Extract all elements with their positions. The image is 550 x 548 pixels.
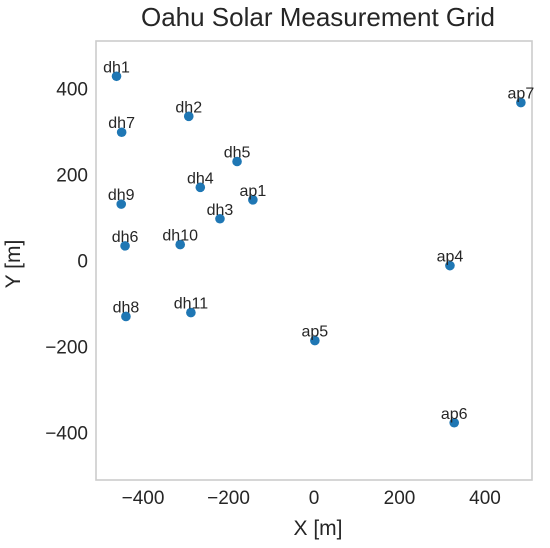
- data-point-dh10: [175, 239, 186, 250]
- point-label-dh7: dh7: [108, 115, 135, 132]
- data-point-dh7: [116, 127, 127, 138]
- data-point-dh9: [116, 199, 127, 209]
- point-label-dh5: dh5: [224, 145, 251, 162]
- point-label-ap1: ap1: [240, 183, 267, 200]
- data-point-ap4: [445, 260, 455, 271]
- x-tick-label: 400: [469, 488, 501, 509]
- y-tick-labels: −400 −200 0 200 400: [45, 79, 88, 444]
- data-point-ap1: [248, 195, 258, 205]
- data-point-ap5: [310, 335, 320, 346]
- data-point-dh3: [215, 213, 225, 224]
- point-label-dh8: dh8: [113, 299, 140, 316]
- y-axis-label: Y [m]: [2, 240, 25, 289]
- data-point-dh2: [183, 111, 194, 122]
- x-tick-label: −400: [122, 488, 165, 509]
- y-tick-label: 200: [56, 165, 88, 186]
- plot-frame: [95, 40, 533, 481]
- data-point-ap7: [516, 97, 526, 108]
- x-tick-label: 200: [384, 488, 416, 509]
- point-labels-layer: dh1 dh2 dh7 dh5 dh4 ap1 dh9 dh3 dh10 dh6 ap4 ap7 dh8…: [103, 59, 534, 422]
- point-label-dh4: dh4: [187, 170, 214, 187]
- point-label-ap4: ap4: [437, 249, 464, 266]
- y-tick-label: 400: [56, 79, 88, 100]
- data-point-dh5: [232, 156, 242, 167]
- data-point-dh6: [120, 241, 130, 251]
- data-point-dh8: [121, 311, 131, 322]
- point-label-dh3: dh3: [207, 202, 234, 219]
- data-point-dh4: [195, 182, 206, 193]
- point-label-dh11: dh11: [174, 296, 209, 313]
- point-label-ap6: ap6: [441, 406, 468, 423]
- point-label-ap5: ap5: [302, 324, 329, 341]
- y-tick-label: 0: [77, 252, 88, 273]
- x-tick-label: −200: [207, 488, 250, 509]
- point-label-ap7: ap7: [508, 86, 535, 103]
- x-tick-label: 0: [309, 488, 320, 509]
- point-label-dh6: dh6: [112, 229, 139, 246]
- data-point-dh1: [111, 71, 122, 82]
- points-layer: [111, 71, 526, 428]
- y-tick-label: −400: [45, 424, 88, 445]
- point-label-dh2: dh2: [175, 99, 202, 116]
- data-point-dh11: [186, 307, 196, 318]
- point-label-dh9: dh9: [108, 187, 135, 204]
- x-tick-labels: −400 −200 0 200 400: [122, 488, 501, 509]
- data-point-ap6: [449, 417, 460, 428]
- point-label-dh10: dh10: [162, 228, 198, 245]
- x-axis-label: X [m]: [293, 517, 342, 540]
- chart-title: Oahu Solar Measurement Grid: [141, 2, 495, 32]
- point-label-dh1: dh1: [103, 59, 130, 76]
- y-tick-label: −200: [45, 338, 88, 359]
